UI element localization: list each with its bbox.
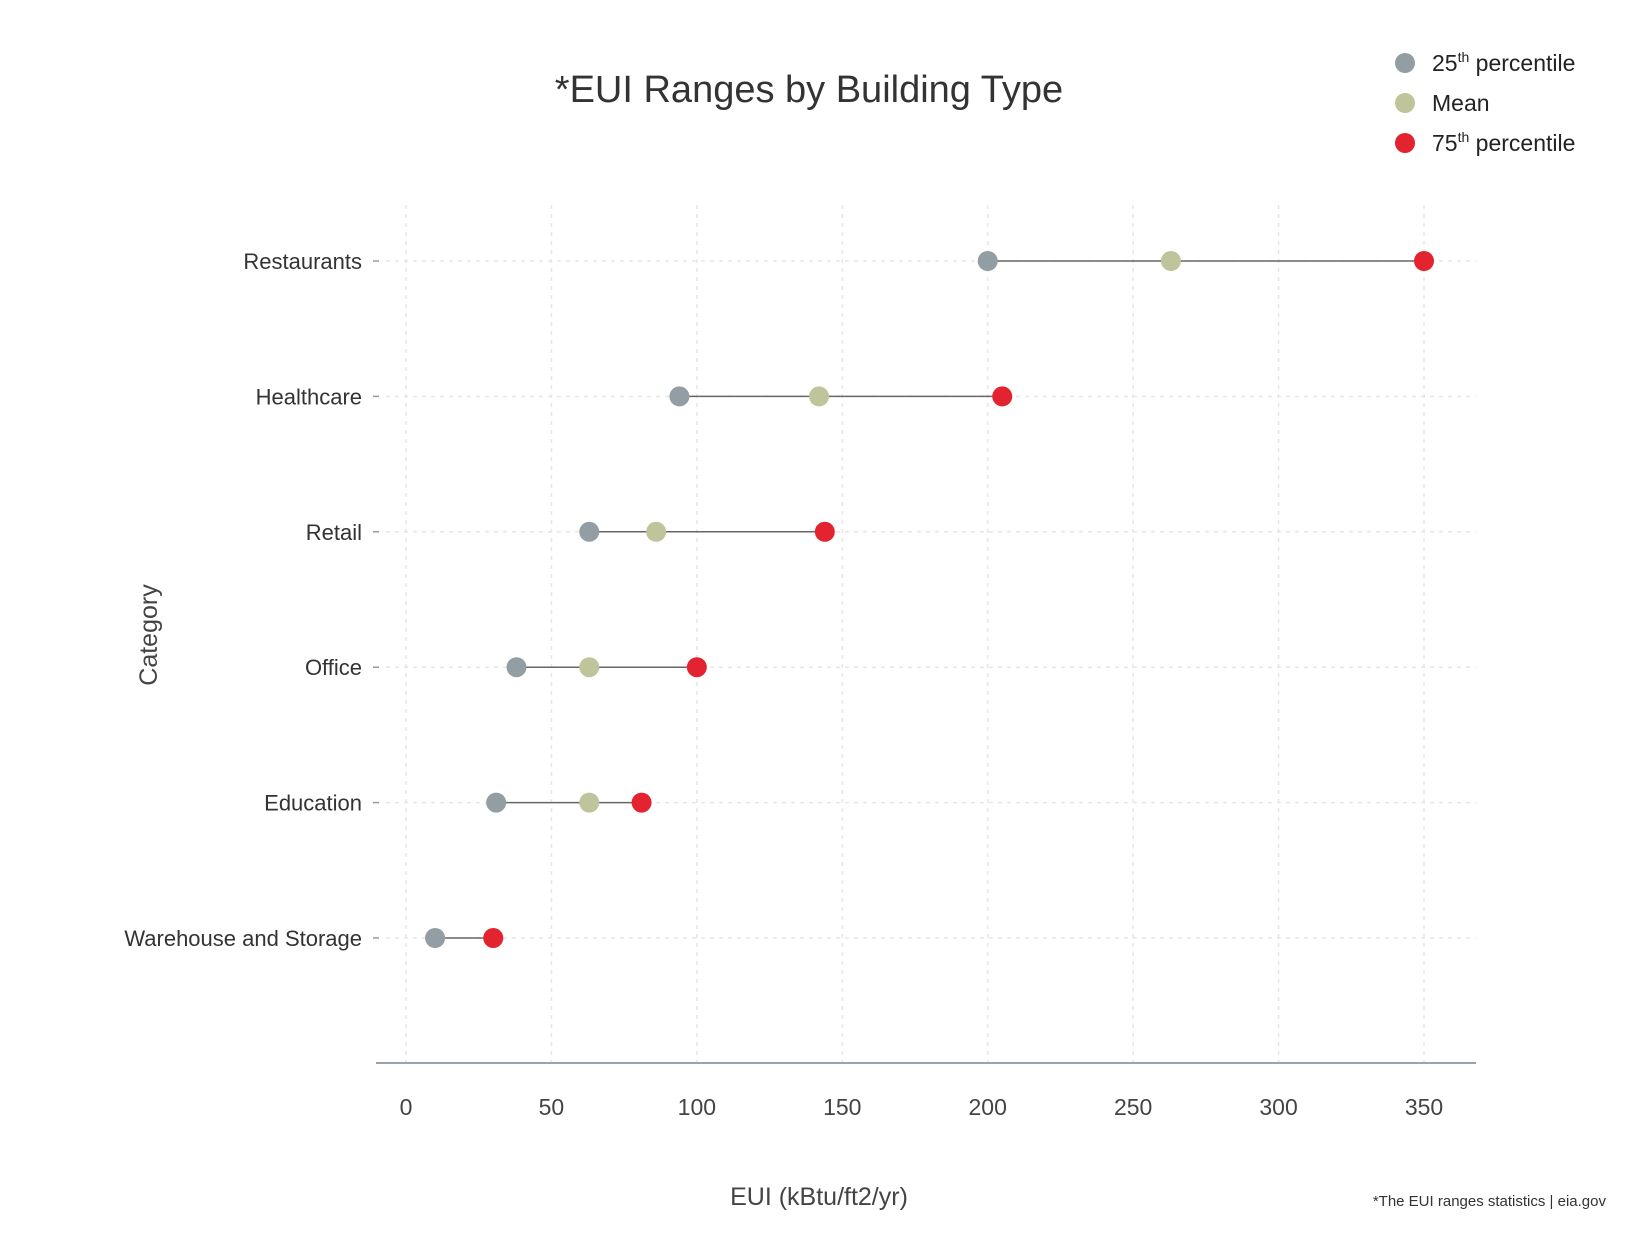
point-mean [1160, 251, 1181, 271]
point-75th-percentile [814, 521, 835, 542]
point-25th-percentile [669, 386, 690, 407]
point-25th-percentile [506, 657, 527, 678]
x-tick-label: 0 [400, 1094, 413, 1120]
point-mean [646, 521, 667, 542]
point-mean [809, 386, 830, 407]
point-25th-percentile [579, 521, 600, 542]
point-mean [579, 657, 600, 678]
y-axis-label: Category [135, 584, 163, 686]
data-marks [425, 251, 1434, 948]
category-label: Office [305, 655, 362, 680]
legend-swatch [1395, 53, 1415, 73]
chart-title: *EUI Ranges by Building Type [555, 69, 1063, 111]
x-axis-label: EUI (kBtu/ft2/yr) [730, 1183, 908, 1211]
point-75th-percentile [631, 792, 652, 813]
x-tick-label: 100 [678, 1094, 716, 1120]
point-75th-percentile [1414, 251, 1434, 271]
point-25th-percentile [425, 928, 446, 948]
category-label: Warehouse and Storage [124, 926, 362, 951]
gridlines [386, 205, 1476, 1062]
x-tick-label: 300 [1259, 1094, 1297, 1120]
y-tick-labels: Restaurants Healthcare Retail Office Educati… [124, 249, 379, 951]
point-75th-percentile [992, 386, 1013, 407]
legend: 25th percentile Mean 75th percentile [1395, 49, 1575, 156]
category-label: Healthcare [256, 384, 362, 409]
source-note: *The EUI ranges statistics | eia.gov [1373, 1193, 1607, 1210]
legend-label: 75th percentile [1432, 129, 1575, 156]
legend-swatch [1395, 93, 1415, 113]
x-tick-labels: 0 50 100 150 200 250 300 350 [400, 1094, 1444, 1120]
x-tick-label: 250 [1114, 1094, 1152, 1120]
point-75th-percentile [483, 928, 504, 948]
x-tick-label: 200 [969, 1094, 1007, 1120]
legend-swatch [1395, 133, 1415, 153]
point-25th-percentile [977, 251, 998, 271]
point-25th-percentile [486, 792, 507, 813]
legend-label: Mean [1432, 90, 1490, 116]
category-label: Restaurants [243, 249, 362, 274]
x-tick-label: 150 [823, 1094, 861, 1120]
legend-label: 25th percentile [1432, 49, 1575, 76]
x-tick-label: 50 [539, 1094, 565, 1120]
category-label: Retail [306, 520, 362, 545]
category-label: Education [264, 791, 362, 816]
point-75th-percentile [686, 657, 707, 678]
x-tick-label: 350 [1405, 1094, 1443, 1120]
point-mean [579, 792, 600, 813]
